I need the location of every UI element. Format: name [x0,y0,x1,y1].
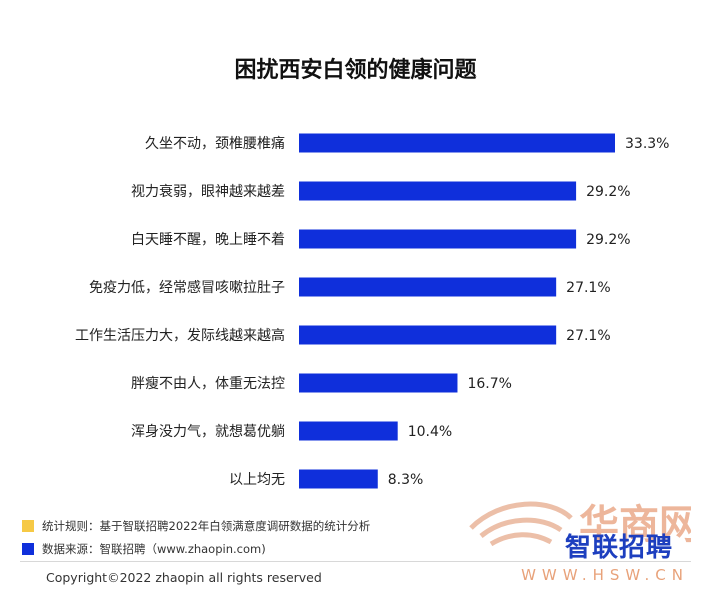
hsw-watermark-logo: 华商网 [469,501,691,548]
bar [299,421,398,441]
category-label: 视力衰弱，眼神越来越差 [131,183,285,200]
category-label: 浑身没力气，就想葛优躺 [131,424,285,440]
bar [299,373,458,393]
chart-title: 困扰西安白领的健康问题 [234,58,477,83]
bar [299,229,577,249]
hsw-logo-text: 华商网 [579,501,691,548]
footer-divider [20,561,691,562]
category-label: 工作生活压力大，发际线越来越高 [75,327,285,344]
bar [299,277,557,297]
value-label: 29.2% [586,232,630,248]
value-label: 29.2% [586,184,630,200]
bar [299,181,577,201]
value-label: 16.7% [467,376,511,392]
bar [299,133,615,153]
hsw-watermark-url: WWW.HSW.CN [521,566,689,584]
note-source-swatch [22,543,34,555]
note-rule-text: 统计规则：基于智联招聘2022年白领满意度调研数据的统计分析 [42,519,371,533]
category-label: 胖瘦不由人，体重无法控 [131,375,285,392]
note-rule: 统计规则：基于智联招聘2022年白领满意度调研数据的统计分析 [22,518,370,534]
value-label: 8.3% [388,472,424,488]
zhaopin-watermark-text: 智联招聘 [564,533,673,563]
note-rule-swatch [22,520,34,532]
value-label: 27.1% [566,328,610,344]
value-label: 33.3% [625,136,669,152]
bar [299,325,557,345]
value-label: 27.1% [566,280,610,296]
note-source-text: 数据来源：智联招聘（www.zhaopin.com) [42,542,266,556]
copyright-text: Copyright©2022 zhaopin all rights reserv… [46,570,322,585]
value-label: 10.4% [408,424,452,440]
category-label: 久坐不动，颈椎腰椎痛 [145,135,285,152]
category-label: 白天睡不醒，晚上睡不着 [131,232,285,248]
note-source: 数据来源：智联招聘（www.zhaopin.com) [22,541,266,557]
bar [299,469,378,489]
category-label: 免疫力低，经常感冒咳嗽拉肚子 [89,279,285,296]
category-label: 以上均无 [229,472,285,488]
